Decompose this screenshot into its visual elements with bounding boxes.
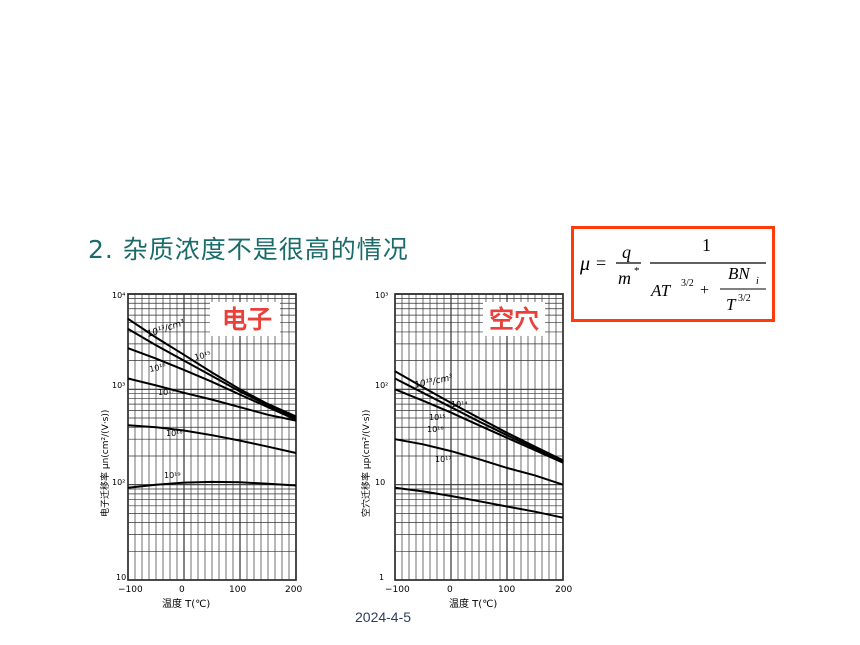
electron-chart-title: 电子 [222,305,272,334]
electron-ytick-1: 10³ [112,381,125,390]
electron-xtick-1: 0 [179,585,185,595]
electron-annotation-4: 10¹⁷ [158,388,175,397]
formula-star: * [634,265,640,277]
hole-ytick-3: 1 [379,573,384,582]
mobility-curve [394,486,564,519]
hole-xlabel: 温度 T(℃) [449,597,497,610]
formula-exp-2: 3/2 [738,293,751,304]
hole-ytick-0: 10³ [375,291,388,300]
formula-i: i [756,276,759,287]
electron-ytick-0: 10⁴ [112,291,125,300]
formula-AT: AT [650,281,672,300]
electron-annotation-1: 10¹³/cm³ [146,318,187,340]
electron-annotation-3: 10¹⁶ [149,362,167,374]
mobility-curve [127,317,297,418]
hole-ylabel: 空穴迁移率 μp(cm²/(V·s)) [360,410,372,517]
hole-xtick-1: 0 [447,585,453,595]
formula-plus: + [700,282,709,299]
electron-title-bg [210,302,280,336]
hole-chart-svg: 空穴 10¹³/cm³ 10¹⁴ 10¹⁵ 10¹⁶ 10¹⁷ 空穴迁移率 μp… [360,291,572,610]
hole-xtick-0: −100 [385,585,410,595]
mobility-curve [127,328,297,419]
electron-ytick-2: 10² [112,478,125,487]
mobility-curve [127,480,297,489]
formula-BN: BN [728,264,751,283]
hole-mobility-chart: 空穴 10¹³/cm³ 10¹⁴ 10¹⁵ 10¹⁶ 10¹⁷ 空穴迁移率 μp… [355,282,580,612]
formula-one: 1 [702,235,711,255]
electron-xtick-3: 200 [285,585,302,595]
formula-mu: μ [579,253,590,275]
electron-ylabel: 电子迁移率 μn(cm²/(V·s)) [99,410,111,517]
hole-ytick-1: 10² [375,381,388,390]
hole-title-bg [483,302,545,336]
hole-xtick-2: 100 [498,585,515,595]
footer-date: 2024-4-5 [355,609,412,625]
electron-xlabel: 温度 T(℃) [162,597,210,610]
electron-mobility-chart: 电子 10¹³/cm³ 10¹⁵ 10¹⁶ 10¹⁷ 10¹⁸ 10¹⁹ 电子迁… [90,282,315,612]
mobility-curve [127,377,297,422]
mobility-curve [394,377,564,463]
electron-ytick-3: 10 [116,573,126,582]
electron-annotation-5: 10¹⁸ [166,429,183,438]
hole-annotation-3: 10¹⁵ [429,413,446,422]
hole-annotation-4: 10¹⁶ [427,425,444,434]
mobility-curve [127,424,297,454]
hole-annotation-5: 10¹⁷ [435,455,452,464]
mobility-curve [127,347,297,421]
mobility-curve [394,370,564,462]
hole-xtick-3: 200 [555,585,572,595]
hole-chart-title: 空穴 [489,305,539,334]
formula-exp-1: 3/2 [681,278,694,289]
electron-xtick-2: 100 [229,585,246,595]
hole-ytick-2: 10 [375,478,385,487]
hole-annotation-1: 10¹³/cm³ [414,373,455,391]
electron-annotation-2: 10¹⁵ [194,350,212,362]
section-heading: 2. 杂质浓度不是很高的情况 [88,235,409,264]
mobility-curve [394,438,564,486]
electron-xtick-0: −100 [118,585,143,595]
formula-m: m [618,268,631,288]
formula-T: T [726,295,737,314]
mobility-formula-box: μ = q m * 1 AT 3/2 + BN i T 3/2 [571,226,775,322]
electron-chart-svg: 电子 10¹³/cm³ 10¹⁵ 10¹⁶ 10¹⁷ 10¹⁸ 10¹⁹ 电子迁… [99,291,302,610]
mobility-formula: μ = q m * 1 AT 3/2 + BN i T 3/2 [579,235,766,314]
formula-q: q [622,242,631,262]
hole-annotation-2: 10¹⁴ [451,400,468,409]
formula-equals: = [596,253,606,273]
electron-annotation-6: 10¹⁹ [164,471,181,480]
mobility-curve [394,388,564,464]
